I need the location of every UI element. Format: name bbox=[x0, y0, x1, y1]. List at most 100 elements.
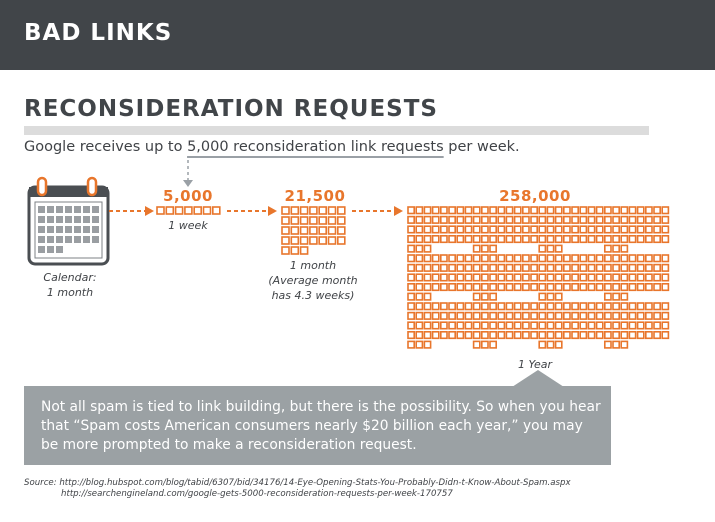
year-block bbox=[439, 330, 448, 340]
year-block bbox=[448, 254, 456, 263]
year-block bbox=[423, 273, 432, 282]
year-block bbox=[480, 311, 489, 320]
calendar-day bbox=[47, 226, 54, 233]
year-block bbox=[407, 340, 415, 349]
year-block bbox=[505, 206, 514, 215]
year-block bbox=[505, 235, 514, 244]
month-block bbox=[299, 246, 309, 255]
year-block bbox=[661, 273, 670, 282]
year-block bbox=[513, 206, 522, 215]
source-citation: Source: http://blog.hubspot.com/blog/tab… bbox=[24, 478, 571, 500]
year-block bbox=[530, 311, 538, 320]
month-block bbox=[281, 236, 290, 245]
month-block bbox=[290, 206, 300, 215]
year-block bbox=[464, 311, 473, 320]
year-block bbox=[489, 273, 497, 282]
year-block bbox=[464, 263, 473, 272]
year-block bbox=[636, 235, 645, 244]
year-block bbox=[448, 235, 456, 244]
year-block bbox=[407, 321, 415, 330]
year-block bbox=[587, 282, 596, 292]
year-block bbox=[456, 302, 465, 311]
calendar-label: Calendar: 1 month bbox=[24, 270, 116, 300]
year-block bbox=[497, 206, 506, 215]
calendar-day bbox=[74, 236, 81, 243]
year-block bbox=[472, 302, 481, 311]
connector-3-arrowhead bbox=[394, 206, 403, 216]
year-block bbox=[653, 215, 661, 224]
year-block bbox=[423, 254, 432, 263]
year-block bbox=[603, 254, 612, 263]
year-block bbox=[661, 302, 670, 311]
year-block bbox=[480, 330, 489, 340]
year-block bbox=[521, 254, 530, 263]
year-block bbox=[505, 263, 514, 272]
year-block bbox=[407, 263, 415, 272]
year-block bbox=[612, 215, 620, 224]
year-block bbox=[603, 340, 612, 349]
year-block bbox=[554, 282, 563, 292]
calendar-day bbox=[47, 206, 54, 213]
year-block bbox=[612, 321, 620, 330]
year-block bbox=[644, 254, 653, 263]
year-block bbox=[448, 215, 456, 224]
month-block bbox=[281, 226, 290, 235]
year-block bbox=[636, 254, 645, 263]
year-label: 1 Year bbox=[517, 358, 553, 371]
year-block bbox=[448, 206, 456, 215]
month-block bbox=[327, 206, 337, 215]
calendar-day bbox=[83, 236, 90, 243]
year-block bbox=[521, 273, 530, 282]
year-block bbox=[628, 282, 637, 292]
week-block bbox=[156, 206, 165, 215]
year-block bbox=[464, 330, 473, 340]
year-block bbox=[644, 302, 653, 311]
month-block bbox=[336, 236, 346, 245]
year-block bbox=[521, 263, 530, 272]
year-block bbox=[603, 206, 612, 215]
year-block bbox=[636, 302, 645, 311]
year-block bbox=[554, 215, 563, 224]
year-block bbox=[489, 292, 497, 301]
year-block bbox=[497, 225, 506, 234]
year-block bbox=[603, 302, 612, 311]
week-block bbox=[174, 206, 184, 215]
year-block bbox=[554, 244, 563, 253]
year-block bbox=[661, 254, 670, 263]
year-block bbox=[464, 321, 473, 330]
year-block bbox=[554, 235, 563, 244]
year-block bbox=[497, 321, 506, 330]
year-block bbox=[489, 321, 497, 330]
year-block bbox=[538, 292, 547, 301]
year-block bbox=[579, 302, 588, 311]
year-block bbox=[612, 273, 620, 282]
year-block bbox=[480, 254, 489, 263]
month-block bbox=[318, 216, 328, 225]
year-block bbox=[653, 282, 661, 292]
year-block bbox=[636, 225, 645, 234]
year-block bbox=[554, 302, 563, 311]
month-block bbox=[336, 226, 346, 235]
year-block bbox=[636, 282, 645, 292]
pointer-arrowhead bbox=[183, 180, 193, 187]
year-count: 258,000 bbox=[499, 187, 571, 205]
year-block bbox=[407, 292, 415, 301]
callout-pointer bbox=[512, 370, 564, 387]
year-block bbox=[415, 244, 424, 253]
calendar-day bbox=[83, 216, 90, 223]
year-block bbox=[538, 244, 547, 253]
year-block bbox=[464, 273, 473, 282]
year-block bbox=[530, 273, 538, 282]
week-block bbox=[202, 206, 212, 215]
year-block bbox=[472, 321, 481, 330]
month-block bbox=[299, 226, 309, 235]
year-block bbox=[653, 311, 661, 320]
year-block bbox=[628, 215, 637, 224]
year-block bbox=[603, 263, 612, 272]
month-block bbox=[299, 236, 309, 245]
year-block bbox=[562, 311, 571, 320]
calendar-day bbox=[74, 206, 81, 213]
year-block bbox=[480, 225, 489, 234]
source-line1: Source: http://blog.hubspot.com/blog/tab… bbox=[24, 478, 571, 488]
year-block bbox=[448, 321, 456, 330]
